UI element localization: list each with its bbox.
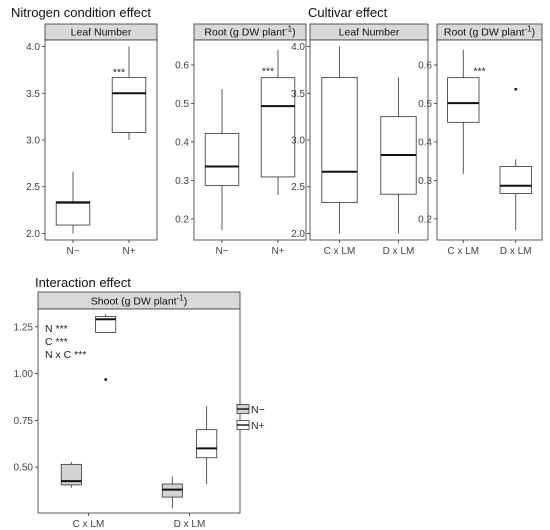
y-tick-label: 3.5 bbox=[291, 89, 305, 100]
x-tick-label: N+ bbox=[271, 246, 284, 257]
x-tick-label: D x LM bbox=[383, 246, 415, 257]
panel-strip-label: Shoot (g DW plant-1) bbox=[91, 294, 187, 308]
box-iqr bbox=[111, 76, 147, 133]
x-tick-label: N− bbox=[66, 246, 79, 257]
legend-item: N+ bbox=[236, 420, 265, 432]
box-cxlm bbox=[447, 49, 480, 174]
y-tick-label: 2.5 bbox=[26, 182, 40, 193]
box-cxlm bbox=[321, 46, 358, 234]
y-tick-label: 2.5 bbox=[291, 182, 305, 193]
legend-label: N+ bbox=[251, 420, 265, 432]
significance-annotation: N *** bbox=[45, 323, 68, 335]
y-tick-label: 0.3 bbox=[418, 176, 432, 187]
x-tick-label: N− bbox=[215, 246, 228, 257]
box-dxlm bbox=[380, 77, 417, 234]
box-dxlm bbox=[196, 406, 218, 484]
panel-interaction-shoot: Shoot (g DW plant-1) 0.50 0.75 1.00 1.25 C x … bbox=[14, 291, 241, 530]
y-tick-label: 4.0 bbox=[26, 42, 40, 53]
y-tick-label: 1.25 bbox=[14, 322, 34, 333]
box-n bbox=[204, 89, 240, 231]
box-iqr bbox=[55, 201, 91, 226]
x-tick-label: D x LM bbox=[174, 519, 206, 530]
y-tick-label: 0.3 bbox=[175, 176, 189, 187]
legend-item: N− bbox=[236, 404, 265, 416]
significance-annotation: *** bbox=[262, 66, 274, 78]
y-tick-label: 1.00 bbox=[14, 369, 34, 380]
box-iqr bbox=[95, 316, 117, 333]
box-cxlm bbox=[95, 314, 117, 381]
box-iqr bbox=[204, 133, 240, 186]
box-n+ bbox=[111, 46, 147, 140]
box-dxlm bbox=[499, 87, 532, 231]
y-tick-label: 2.0 bbox=[26, 229, 40, 240]
box-dxlm bbox=[161, 476, 183, 509]
box-outlier-point bbox=[104, 378, 108, 381]
x-tick-label: C x LM bbox=[324, 246, 356, 257]
box-iqr bbox=[447, 77, 480, 123]
y-tick-label: 0.5 bbox=[175, 99, 189, 110]
panel-nitrogen-leaf: Leaf Number 2.0 2.5 3.0 3.5 4.0 N− N+ *** bbox=[26, 23, 158, 257]
y-tick-label: 3.0 bbox=[291, 136, 305, 147]
panel-cultivar-leaf: Leaf Number 2.0 2.5 3.0 3.5 4.0 C x LM D x LM bbox=[291, 23, 429, 257]
panel-nitrogen-root: Root (g DW plant-1) 0.2 0.3 0.4 0.5 0.6 N− N+ **… bbox=[175, 23, 307, 257]
section-title-nitrogen: Nitrogen condition effect bbox=[11, 5, 151, 20]
box-iqr bbox=[321, 76, 358, 204]
y-tick-label: 0.2 bbox=[175, 214, 189, 225]
box-iqr bbox=[260, 77, 296, 178]
y-tick-label: 0.75 bbox=[14, 416, 34, 427]
box-outlier-point bbox=[514, 87, 518, 91]
y-tick-label: 0.6 bbox=[418, 61, 432, 72]
y-tick-label: 0.2 bbox=[418, 214, 432, 225]
plot-area bbox=[436, 39, 543, 241]
box-iqr bbox=[196, 429, 218, 459]
y-tick-label: 4.0 bbox=[291, 42, 305, 53]
section-title-interaction: Interaction effect bbox=[35, 275, 131, 290]
significance-annotation: *** bbox=[113, 66, 125, 78]
x-tick-label: C x LM bbox=[73, 519, 105, 530]
panel-cultivar-root: Root (g DW plant-1) 0.2 0.3 0.4 0.5 0.6 C x LM… bbox=[418, 23, 543, 257]
x-tick-label: C x LM bbox=[447, 246, 479, 257]
significance-annotation: N x C *** bbox=[45, 349, 86, 361]
significance-annotation: *** bbox=[473, 66, 485, 78]
section-title-cultivar: Cultivar effect bbox=[308, 5, 388, 20]
y-tick-label: 0.50 bbox=[14, 463, 34, 474]
x-tick-label: D x LM bbox=[500, 246, 532, 257]
panel-strip-label: Leaf Number bbox=[339, 27, 400, 39]
significance-annotation: C *** bbox=[45, 336, 68, 348]
y-tick-label: 0.6 bbox=[175, 61, 189, 72]
x-tick-label: N+ bbox=[122, 246, 135, 257]
y-tick-label: 3.0 bbox=[26, 136, 40, 147]
panel-strip-label: Root (g DW plant-1) bbox=[204, 25, 295, 39]
y-tick-label: 0.4 bbox=[175, 137, 189, 148]
box-cxlm bbox=[60, 461, 82, 488]
panel-strip-label: Root (g DW plant-1) bbox=[444, 25, 535, 39]
y-tick-label: 3.5 bbox=[26, 89, 40, 100]
box-n bbox=[55, 171, 91, 234]
box-iqr bbox=[499, 166, 532, 194]
y-tick-label: 0.4 bbox=[418, 137, 432, 148]
y-tick-label: 2.0 bbox=[291, 229, 305, 240]
panel-strip-label: Leaf Number bbox=[71, 27, 132, 39]
box-iqr bbox=[60, 463, 82, 486]
y-tick-label: 0.5 bbox=[418, 99, 432, 110]
legend-label: N− bbox=[251, 404, 265, 416]
legend: N− N+ bbox=[236, 404, 265, 432]
box-n+ bbox=[260, 49, 296, 195]
